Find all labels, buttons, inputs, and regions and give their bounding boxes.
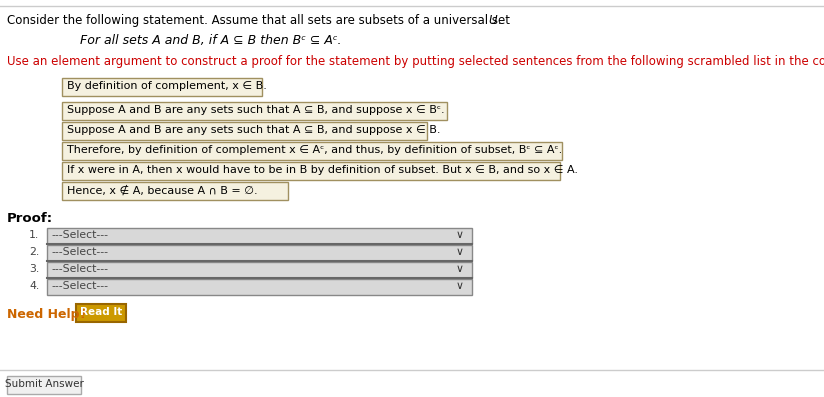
Text: Therefore, by definition of complement x ∈ Aᶜ, and thus, by definition of subset: Therefore, by definition of complement x… xyxy=(67,145,562,155)
Text: ∨: ∨ xyxy=(456,281,464,291)
FancyBboxPatch shape xyxy=(47,245,472,261)
FancyBboxPatch shape xyxy=(47,262,472,278)
FancyBboxPatch shape xyxy=(62,142,562,160)
Text: 2.: 2. xyxy=(29,247,40,257)
FancyBboxPatch shape xyxy=(62,162,560,180)
Text: ∨: ∨ xyxy=(456,230,464,240)
Text: ---Select---: ---Select--- xyxy=(51,281,108,291)
Text: Need Help?: Need Help? xyxy=(7,308,87,321)
FancyBboxPatch shape xyxy=(62,182,288,200)
FancyBboxPatch shape xyxy=(47,279,472,295)
Text: Read It: Read It xyxy=(80,307,122,317)
Text: Submit Answer: Submit Answer xyxy=(5,379,83,389)
Text: ∨: ∨ xyxy=(456,264,464,274)
Text: ---Select---: ---Select--- xyxy=(51,230,108,240)
FancyBboxPatch shape xyxy=(62,102,447,120)
Text: Use an element argument to construct a proof for the statement by putting select: Use an element argument to construct a p… xyxy=(7,55,824,68)
Text: Hence, x ∉ A, because A ∩ B = ∅.: Hence, x ∉ A, because A ∩ B = ∅. xyxy=(67,185,258,196)
FancyBboxPatch shape xyxy=(62,122,427,140)
Text: Proof:: Proof: xyxy=(7,212,53,225)
Text: U: U xyxy=(488,14,497,27)
FancyBboxPatch shape xyxy=(47,228,472,244)
FancyBboxPatch shape xyxy=(62,78,262,96)
FancyBboxPatch shape xyxy=(7,376,81,394)
Text: ∨: ∨ xyxy=(456,247,464,257)
Text: For all sets A and B, if A ⊆ B then Bᶜ ⊆ Aᶜ.: For all sets A and B, if A ⊆ B then Bᶜ ⊆… xyxy=(80,34,341,47)
Text: Suppose A and B are any sets such that A ⊆ B, and suppose x ∈ Bᶜ.: Suppose A and B are any sets such that A… xyxy=(67,105,445,115)
Text: Suppose A and B are any sets such that A ⊆ B, and suppose x ∈ B.: Suppose A and B are any sets such that A… xyxy=(67,125,441,135)
Text: Consider the following statement. Assume that all sets are subsets of a universa: Consider the following statement. Assume… xyxy=(7,14,513,27)
Text: ---Select---: ---Select--- xyxy=(51,247,108,257)
FancyBboxPatch shape xyxy=(76,304,126,322)
Text: 3.: 3. xyxy=(29,264,40,274)
Text: 4.: 4. xyxy=(29,281,40,291)
Text: .: . xyxy=(498,14,502,27)
Text: If x were in A, then x would have to be in B by definition of subset. But x ∈ B,: If x were in A, then x would have to be … xyxy=(67,165,578,175)
Text: ---Select---: ---Select--- xyxy=(51,264,108,274)
Text: By definition of complement, x ∈ B.: By definition of complement, x ∈ B. xyxy=(67,81,267,91)
Text: 1.: 1. xyxy=(29,230,40,240)
